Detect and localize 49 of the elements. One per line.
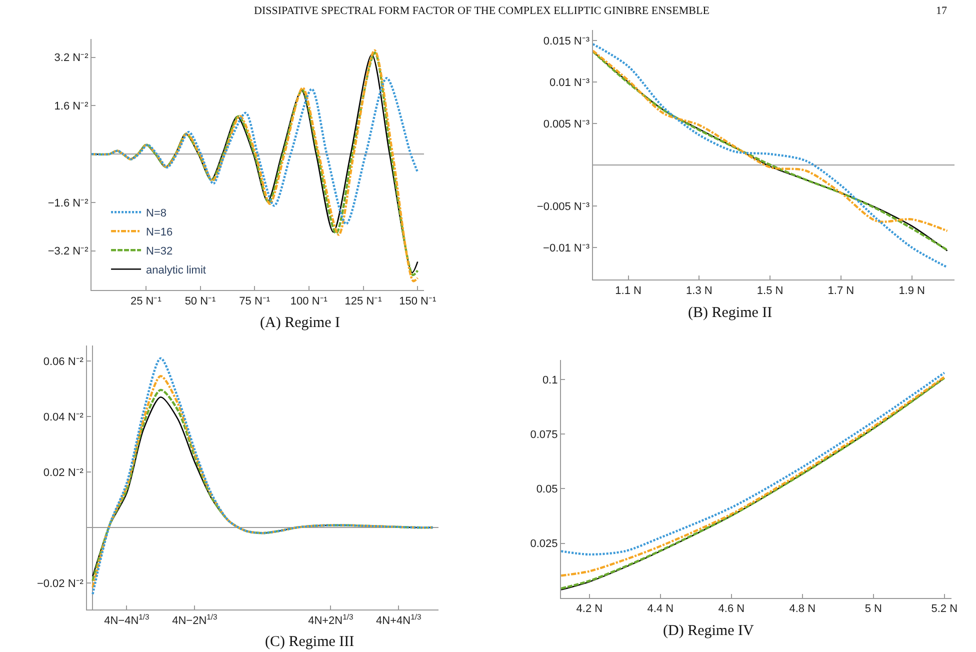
y-tick-label: 0.05: [536, 484, 558, 496]
x-tick-label: 150 N⁻¹: [399, 295, 436, 308]
x-tick-label: 4N−4N$^{1/3}$: [104, 612, 150, 627]
y-tick-label: 0.04 N⁻²: [43, 411, 84, 424]
x-tick-label: 1.9 N: [898, 285, 926, 298]
legend-label: N=32: [146, 245, 173, 258]
x-tick-label: 4N−2N$^{1/3}$: [172, 612, 218, 627]
x-tick-label: 25 N⁻¹: [130, 295, 162, 308]
text: (D) Regime IV: [663, 623, 754, 639]
text: (C) Regime III: [265, 634, 354, 650]
legend-label: analytic limit: [146, 264, 206, 276]
y-tick-label: 3.2 N⁻²: [54, 52, 89, 64]
y-tick-label: 0.005 N⁻³: [543, 118, 590, 130]
x-tick-label: 4N+2N$^{1/3}$: [308, 612, 354, 627]
x-tick-label: 4.6 N: [718, 603, 745, 616]
x-tick-label: 75 N⁻¹: [239, 295, 270, 308]
y-tick-label: 0.075: [530, 428, 558, 441]
x-tick-label: 5 N: [864, 603, 882, 616]
x-tick-label: 100 N⁻¹: [290, 295, 328, 308]
y-tick-label: 1.6 N⁻²: [54, 100, 89, 113]
x-tick-label: 4.2 N: [576, 603, 603, 616]
x-tick-label: 1.1 N: [615, 285, 642, 298]
text: (A) Regime I: [260, 315, 340, 331]
y-tick-label: −0.005 N⁻³: [536, 200, 590, 213]
x-tick-label: 1.7 N: [828, 285, 854, 298]
x-tick-label: 1.3 N: [686, 285, 712, 298]
y-tick-label: −3.2 N⁻²: [48, 246, 89, 258]
x-tick-label: 1.5 N: [756, 285, 784, 298]
text: (B) Regime II: [688, 305, 772, 321]
y-tick-label: 0.015 N⁻³: [543, 36, 590, 48]
x-tick-label: 4N+4N$^{1/3}$: [376, 612, 422, 627]
y-tick-label: 0.06 N⁻²: [43, 356, 84, 368]
x-tick-label: 50 N⁻¹: [184, 295, 216, 308]
y-tick-label: −0.02 N⁻²: [36, 578, 84, 590]
x-tick-label: 5.2 N: [931, 603, 958, 616]
y-tick-label: 0.025: [530, 538, 558, 550]
text: 17: [936, 5, 948, 17]
x-tick-label: 125 N⁻¹: [344, 295, 382, 308]
legend-label: N=16: [146, 226, 173, 238]
y-tick-label: 0.01 N⁻³: [549, 76, 590, 89]
x-tick-label: 4.4 N: [647, 603, 674, 616]
x-tick-label: 4.8 N: [789, 603, 816, 616]
text: DISSIPATIVE SPECTRAL FORM FACTOR OF THE COMPLEX ELLIPTIC GINIBRE ENSEMBLE: [254, 5, 710, 17]
y-tick-label: 0.1: [542, 374, 558, 386]
line-series: [92, 77, 419, 226]
y-tick-label: −0.01 N⁻³: [543, 242, 590, 254]
y-tick-label: 0.02 N⁻²: [43, 466, 84, 479]
legend-label: N=8: [146, 207, 167, 220]
y-tick-label: −1.6 N⁻²: [48, 197, 89, 210]
